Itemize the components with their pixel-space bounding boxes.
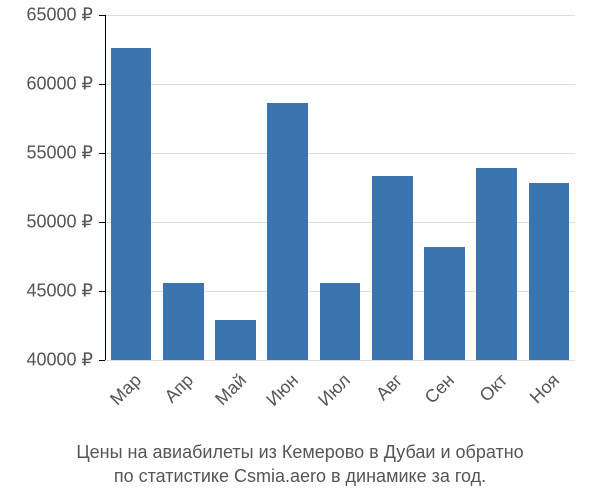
bar xyxy=(476,168,517,360)
x-tick-label: Апр xyxy=(161,370,198,407)
bar xyxy=(372,176,413,360)
x-tick-label: Мар xyxy=(106,370,146,410)
bar xyxy=(215,320,256,360)
chart-caption: Цены на авиабилеты из Кемерово в Дубаи и… xyxy=(0,440,600,489)
caption-line-2: по статистике Csmia.aero в динамике за г… xyxy=(114,466,486,486)
grid-line xyxy=(105,84,575,85)
bar xyxy=(267,103,308,360)
caption-line-1: Цены на авиабилеты из Кемерово в Дубаи и… xyxy=(76,442,523,462)
x-tick-label: Ноя xyxy=(526,370,564,408)
y-tick-label: 50000 ₽ xyxy=(0,212,93,233)
bar xyxy=(529,183,570,360)
bar xyxy=(111,48,152,360)
grid-line xyxy=(105,153,575,154)
bar xyxy=(424,247,465,360)
y-tick-mark xyxy=(99,360,105,361)
y-tick-label: 65000 ₽ xyxy=(0,5,93,26)
x-tick-label: Май xyxy=(211,370,251,410)
grid-line xyxy=(105,15,575,16)
plot-area xyxy=(105,15,575,360)
chart-container: 40000 ₽ 45000 ₽ 50000 ₽ 55000 ₽ 60000 ₽ 65000… xyxy=(0,0,600,500)
bar xyxy=(163,283,204,360)
y-axis-line xyxy=(105,15,106,360)
x-tick-label: Авг xyxy=(372,370,407,405)
x-tick-label: Окт xyxy=(475,370,511,406)
y-tick-label: 40000 ₽ xyxy=(0,350,93,371)
x-tick-label: Июл xyxy=(314,370,355,411)
x-tick-label: Июн xyxy=(262,370,303,411)
grid-line xyxy=(105,360,575,361)
y-tick-label: 60000 ₽ xyxy=(0,74,93,95)
bar xyxy=(320,283,361,360)
y-tick-label: 55000 ₽ xyxy=(0,143,93,164)
x-tick-label: Сен xyxy=(421,370,459,408)
y-tick-label: 45000 ₽ xyxy=(0,281,93,302)
